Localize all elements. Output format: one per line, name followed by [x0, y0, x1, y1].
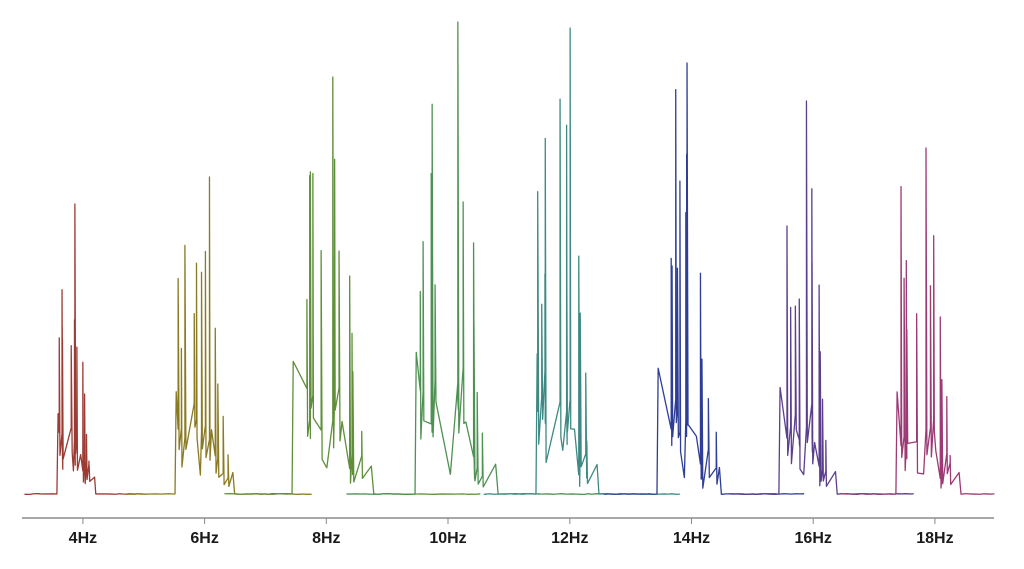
svg-text:14Hz: 14Hz	[673, 530, 710, 547]
svg-text:18Hz: 18Hz	[916, 530, 953, 547]
svg-text:4Hz: 4Hz	[69, 530, 97, 547]
svg-text:6Hz: 6Hz	[190, 530, 218, 547]
svg-text:10Hz: 10Hz	[429, 530, 466, 547]
svg-text:8Hz: 8Hz	[312, 530, 340, 547]
svg-text:12Hz: 12Hz	[551, 530, 588, 547]
svg-text:16Hz: 16Hz	[795, 530, 832, 547]
